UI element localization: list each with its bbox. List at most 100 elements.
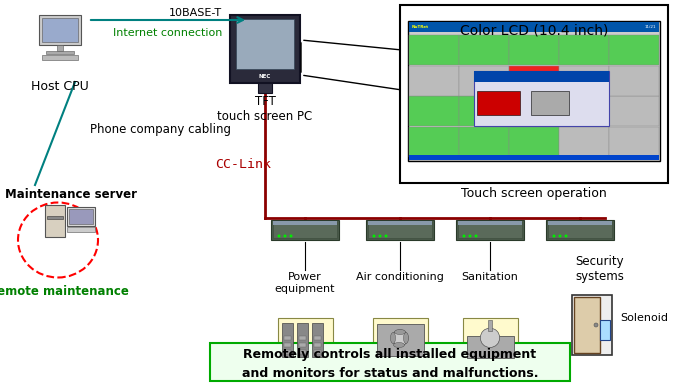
Bar [609,96,658,126]
Bar [509,127,559,157]
Bar [548,222,612,238]
Bar [609,66,658,96]
Bar [559,96,608,126]
Bar [368,222,432,238]
Bar [409,35,458,65]
Bar [408,21,660,161]
Bar [366,220,434,240]
Bar [258,83,272,93]
Bar [509,35,559,65]
Bar [273,221,337,225]
Text: CC-Link: CC-Link [215,158,271,171]
Bar [459,66,508,96]
Bar [271,220,339,240]
Text: Remote maintenance: Remote maintenance [0,285,128,298]
Bar [283,350,290,354]
Bar [298,350,306,354]
Bar [458,221,522,225]
Bar [46,51,74,54]
Ellipse shape [393,343,405,348]
Bar [273,222,337,238]
Bar [283,343,290,347]
Bar [559,66,608,96]
Text: NuTRet: NuTRet [412,25,429,29]
Bar [67,207,95,226]
Bar [296,323,308,357]
Text: NEC: NEC [259,74,271,79]
Bar [283,336,290,340]
Ellipse shape [391,333,395,343]
Bar [409,96,458,126]
Bar [313,343,321,347]
Bar [609,127,658,157]
Bar [474,72,609,126]
Bar [509,96,559,126]
Text: Sanitation: Sanitation [462,272,519,282]
Text: Power
equipment: Power equipment [275,272,335,294]
Bar [459,35,508,65]
Bar [559,127,608,157]
Text: 10BASE-T: 10BASE-T [168,8,222,18]
Circle shape [283,234,287,238]
Text: TFT
touch screen PC: TFT touch screen PC [218,95,313,123]
Circle shape [468,234,471,238]
Bar [69,209,93,224]
Bar [409,127,458,157]
Bar [548,221,612,225]
Bar [572,295,612,355]
Circle shape [565,234,567,238]
Bar [609,35,658,65]
Text: Host CPU: Host CPU [31,80,89,93]
Text: Color LCD (10.4 inch): Color LCD (10.4 inch) [460,23,608,37]
Text: Phone company cabling: Phone company cabling [90,124,231,137]
Bar [372,318,428,362]
Text: 11/21: 11/21 [645,25,656,29]
Bar [459,127,508,157]
Circle shape [594,323,598,327]
Bar [236,19,294,69]
Bar [277,318,332,362]
Bar [409,66,458,96]
Bar [47,216,64,219]
Bar [409,22,659,32]
Bar [298,336,306,340]
Bar [477,91,520,116]
Bar [546,220,614,240]
Bar [466,336,513,358]
Text: Remotely controls all installed equipment
and monitors for status and malfunctio: Remotely controls all installed equipmen… [242,348,538,380]
Bar [39,15,81,45]
Bar [488,320,492,331]
Bar [313,336,321,340]
Text: Air conditioning: Air conditioning [356,272,444,282]
Circle shape [553,234,555,238]
Bar [230,15,300,83]
Circle shape [559,234,561,238]
Bar [574,297,600,353]
Bar [57,45,63,51]
Bar [313,350,321,354]
Text: Maintenance server: Maintenance server [5,188,137,201]
Text: Security
systems: Security systems [576,255,624,283]
Bar [462,318,517,362]
Circle shape [384,234,388,238]
Bar [210,343,570,381]
Text: Touch screen operation: Touch screen operation [461,187,607,200]
Ellipse shape [395,330,405,335]
Bar [559,35,608,65]
Bar [42,55,78,60]
Circle shape [290,234,292,238]
Circle shape [480,328,500,348]
Circle shape [475,234,477,238]
Circle shape [462,234,466,238]
Circle shape [378,234,382,238]
Bar [311,323,323,357]
Text: Internet connection: Internet connection [113,28,222,38]
Bar [42,18,78,42]
Ellipse shape [403,333,409,343]
Bar [409,155,659,160]
Bar [600,320,610,340]
Bar [298,343,306,347]
Bar [458,222,522,238]
Bar [509,66,559,96]
Circle shape [392,330,408,346]
